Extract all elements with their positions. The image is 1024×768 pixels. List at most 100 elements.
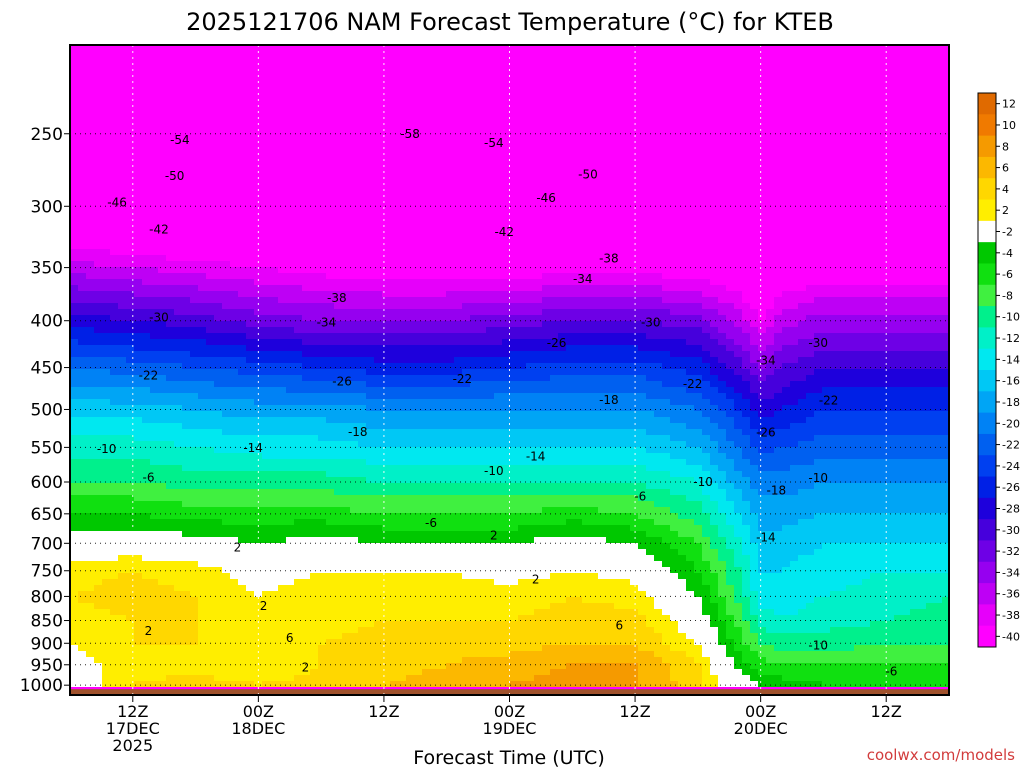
heatmap-cell bbox=[118, 213, 127, 220]
heatmap-cell bbox=[78, 609, 87, 616]
heatmap-cell bbox=[70, 279, 79, 286]
heatmap-cell bbox=[310, 537, 319, 544]
heatmap-cell bbox=[382, 495, 391, 502]
heatmap-cell bbox=[78, 333, 87, 340]
heatmap-cell bbox=[126, 489, 135, 496]
heatmap-cell bbox=[254, 153, 263, 160]
heatmap-cell bbox=[198, 369, 207, 376]
heatmap-cell bbox=[302, 291, 311, 298]
heatmap-cell bbox=[86, 45, 95, 52]
heatmap-cell bbox=[350, 321, 359, 328]
heatmap-cell bbox=[358, 387, 367, 394]
heatmap-cell bbox=[182, 669, 191, 676]
heatmap-cell bbox=[150, 201, 159, 208]
heatmap-cell bbox=[182, 447, 191, 454]
heatmap-cell bbox=[342, 567, 351, 574]
heatmap-cell bbox=[150, 273, 159, 280]
heatmap-cell bbox=[374, 489, 383, 496]
heatmap-cell bbox=[278, 393, 287, 400]
heatmap-cell bbox=[222, 471, 231, 478]
heatmap-cell bbox=[342, 645, 351, 652]
heatmap-cell bbox=[382, 363, 391, 370]
heatmap-cell bbox=[126, 69, 135, 76]
heatmap-cell bbox=[190, 549, 199, 556]
heatmap-cell bbox=[318, 321, 327, 328]
heatmap-cell bbox=[382, 291, 391, 298]
heatmap-cell bbox=[158, 585, 167, 592]
heatmap-cell bbox=[118, 291, 127, 298]
heatmap-cell bbox=[158, 381, 167, 388]
heatmap-cell bbox=[142, 99, 151, 106]
heatmap-cell bbox=[374, 249, 383, 256]
heatmap-cell bbox=[422, 681, 431, 688]
heatmap-cell bbox=[350, 597, 359, 604]
heatmap-cell bbox=[166, 159, 175, 166]
heatmap-cell bbox=[270, 663, 279, 670]
heatmap-cell bbox=[358, 201, 367, 208]
heatmap-cell bbox=[134, 399, 143, 406]
heatmap-cell bbox=[110, 633, 119, 640]
heatmap-cell bbox=[366, 483, 375, 490]
heatmap-cell bbox=[222, 357, 231, 364]
heatmap-cell bbox=[118, 579, 127, 586]
heatmap-cell bbox=[206, 309, 215, 316]
heatmap-cell bbox=[206, 249, 215, 256]
heatmap-cell bbox=[102, 117, 111, 124]
heatmap-cell bbox=[222, 537, 231, 544]
heatmap-cell bbox=[118, 339, 127, 346]
heatmap-cell bbox=[374, 465, 383, 472]
heatmap-cell bbox=[374, 519, 383, 526]
heatmap-cell bbox=[198, 579, 207, 586]
heatmap-cell bbox=[142, 291, 151, 298]
heatmap-cell bbox=[158, 129, 167, 136]
heatmap-cell bbox=[118, 159, 127, 166]
heatmap-cell bbox=[286, 387, 295, 394]
heatmap-cell bbox=[110, 483, 119, 490]
heatmap-cell bbox=[166, 453, 175, 460]
heatmap-cell bbox=[414, 225, 423, 232]
heatmap-cell bbox=[302, 81, 311, 88]
heatmap-cell bbox=[374, 231, 383, 238]
heatmap-cell bbox=[142, 297, 151, 304]
heatmap-cell bbox=[406, 627, 415, 634]
heatmap-cell bbox=[70, 189, 79, 196]
heatmap-cell bbox=[422, 135, 431, 142]
heatmap-cell bbox=[382, 231, 391, 238]
heatmap-cell bbox=[118, 195, 127, 202]
heatmap-cell bbox=[390, 363, 399, 370]
heatmap-cell bbox=[278, 291, 287, 298]
heatmap-cell bbox=[382, 315, 391, 322]
heatmap-cell bbox=[278, 255, 287, 262]
heatmap-cell bbox=[278, 81, 287, 88]
heatmap-cell bbox=[134, 189, 143, 196]
heatmap-cell bbox=[86, 663, 95, 670]
heatmap-cell bbox=[334, 675, 343, 682]
heatmap-cell bbox=[198, 201, 207, 208]
heatmap-cell bbox=[254, 63, 263, 70]
heatmap-cell bbox=[198, 483, 207, 490]
heatmap-cell bbox=[230, 231, 239, 238]
heatmap-cell bbox=[182, 63, 191, 70]
heatmap-cell bbox=[358, 171, 367, 178]
heatmap-cell bbox=[262, 483, 271, 490]
heatmap-cell bbox=[118, 363, 127, 370]
heatmap-cell bbox=[254, 375, 263, 382]
heatmap-cell bbox=[206, 411, 215, 418]
heatmap-cell bbox=[182, 603, 191, 610]
heatmap-cell bbox=[118, 465, 127, 472]
heatmap-cell bbox=[390, 165, 399, 172]
heatmap-cell bbox=[198, 189, 207, 196]
heatmap-cell bbox=[254, 243, 263, 250]
heatmap-cell bbox=[70, 231, 79, 238]
heatmap-cell bbox=[286, 129, 295, 136]
heatmap-cell bbox=[398, 405, 407, 412]
heatmap-cell bbox=[374, 663, 383, 670]
heatmap-cell bbox=[422, 495, 431, 502]
heatmap-cell bbox=[286, 159, 295, 166]
heatmap-cell bbox=[198, 507, 207, 514]
heatmap-cell bbox=[278, 153, 287, 160]
heatmap-cell bbox=[262, 471, 271, 478]
heatmap-cell bbox=[94, 447, 103, 454]
heatmap-cell bbox=[302, 339, 311, 346]
heatmap-cell bbox=[222, 663, 231, 670]
